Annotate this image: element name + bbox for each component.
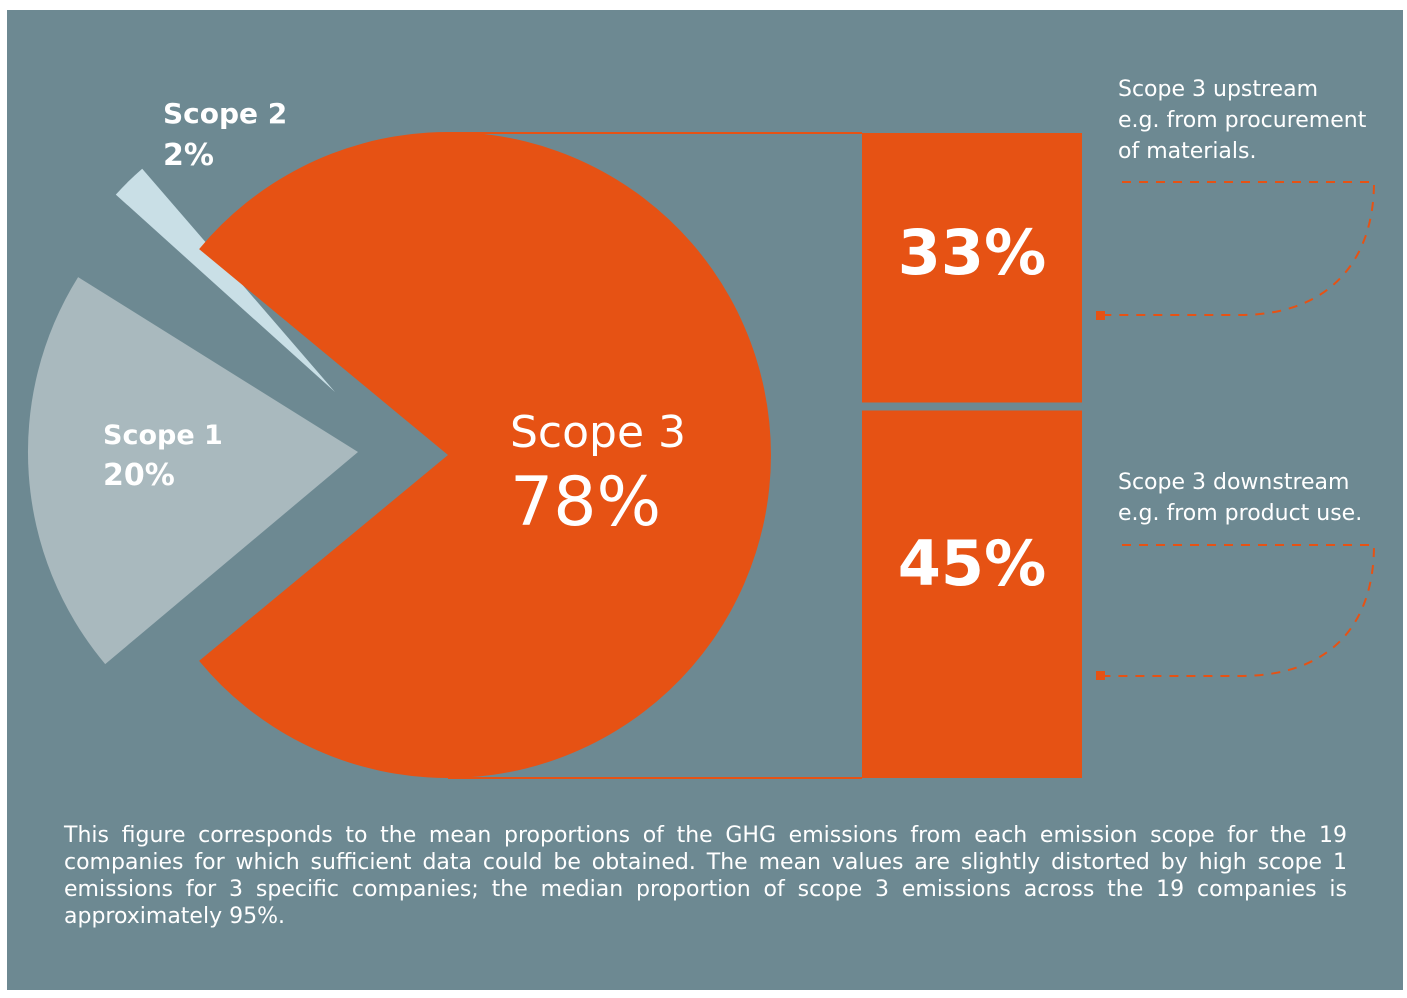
pie-slice-scope-3: [199, 132, 771, 778]
callout-bracket-downstream: [1105, 544, 1376, 677]
annotation-upstream-line-2: e.g. from procurement: [1118, 108, 1367, 133]
figure-caption: This figure corresponds to the mean prop…: [64, 823, 1347, 929]
slice-label-scope-3: Scope 3: [510, 407, 686, 458]
annotation-upstream-line-3: of materials.: [1118, 139, 1256, 164]
callout-marker-upstream: [1096, 311, 1105, 320]
annotation-downstream-line-2: e.g. from product use.: [1118, 501, 1362, 526]
segment-value-upstream: 33%: [898, 216, 1046, 289]
slice-value-scope-3: 78%: [510, 463, 661, 542]
pie-slice-scope-2: [115, 168, 335, 392]
segment-value-downstream: 45%: [898, 527, 1046, 600]
slice-value-scope-1: 20%: [103, 458, 175, 493]
bar-segment-upstream: [862, 133, 1082, 403]
bar-segment-downstream: [862, 410, 1082, 778]
callout-bracket-upstream: [1105, 181, 1376, 316]
annotation-downstream-line-1: Scope 3 downstream: [1118, 470, 1349, 495]
callout-marker-downstream: [1096, 671, 1105, 680]
slice-label-scope-1: Scope 1: [103, 420, 223, 451]
pie-slice-scope-1: [27, 277, 358, 665]
annotation-upstream-line-1: Scope 3 upstream: [1118, 77, 1318, 102]
slice-label-scope-2: Scope 2: [163, 97, 287, 130]
slice-value-scope-2: 2%: [163, 138, 214, 173]
